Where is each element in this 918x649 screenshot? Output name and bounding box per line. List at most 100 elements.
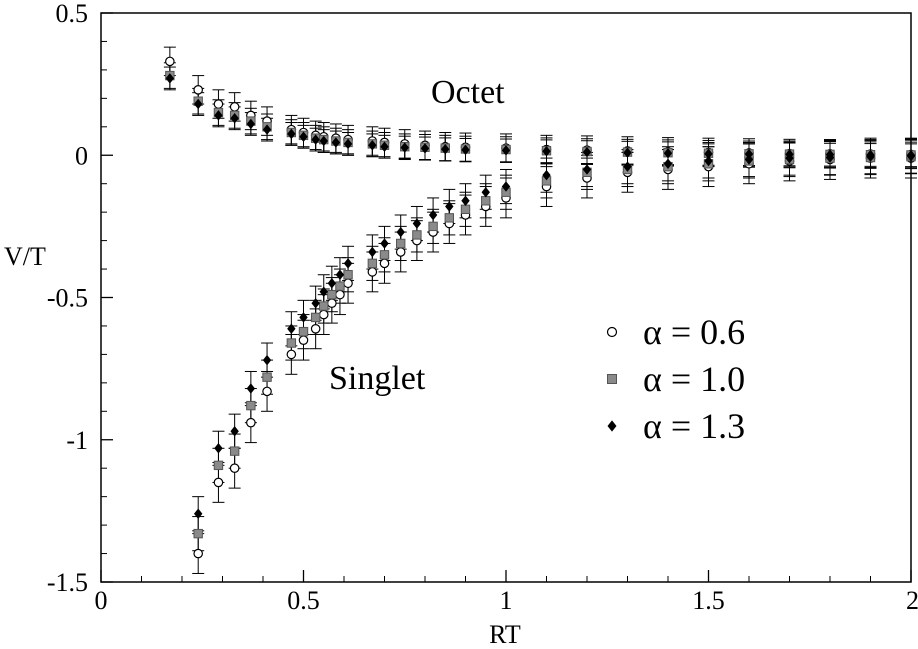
data-point-square (335, 281, 345, 291)
data-point-diamond (420, 143, 430, 154)
data-point-diamond (331, 137, 341, 148)
data-point-diamond (663, 148, 673, 159)
data-point-diamond (785, 149, 794, 160)
x-tick-label: 0 (95, 586, 108, 615)
y-tick-label: -1.5 (47, 568, 88, 597)
data-point-diamond (214, 110, 223, 121)
data-point-circle (246, 417, 256, 428)
legend-label: α = 1.3 (643, 406, 745, 446)
data-point-circle (286, 349, 297, 360)
tick-labels-layer: 0 0.5 1 1.5 2 0.5 0 -0.5 -1 -1.5 (47, 0, 918, 615)
data-point-circle (229, 102, 240, 112)
data-point-circle (379, 258, 390, 269)
data-point-diamond (866, 149, 875, 161)
data-point-square (412, 230, 422, 240)
data-point-diamond (246, 383, 256, 394)
data-point-diamond (311, 297, 320, 309)
data-point-diamond (704, 155, 713, 167)
data-point-diamond (287, 128, 296, 140)
data-point-diamond (501, 181, 511, 192)
data-point-diamond (380, 141, 389, 152)
data-point-square (343, 270, 353, 280)
data-point-diamond (262, 354, 272, 366)
data-point-circle (335, 289, 345, 300)
data-point-diamond (825, 149, 835, 160)
data-point-circle (213, 99, 224, 109)
data-point-diamond (542, 169, 551, 181)
data-point-square (607, 374, 617, 384)
data-point-diamond (343, 258, 353, 269)
data-point-diamond (461, 195, 470, 207)
data-point-circle (262, 386, 272, 397)
x-tick-label: 1.5 (692, 586, 725, 615)
y-tick-label: -0.5 (47, 284, 88, 313)
data-point-square (481, 196, 491, 206)
data-point-diamond (194, 98, 203, 110)
x-axis-title: RT (489, 620, 521, 649)
data-point-circle (193, 85, 203, 95)
data-point-diamond (319, 286, 328, 298)
data-point-diamond (412, 218, 422, 229)
data-point-square (286, 338, 297, 348)
data-point-diamond (396, 226, 405, 238)
data-point-square (367, 258, 378, 269)
y-tick-label: 0.5 (56, 0, 89, 28)
data-point-diamond (623, 161, 632, 172)
error-bars-layer (163, 46, 917, 574)
data-point-square (428, 221, 438, 232)
data-point-diamond (607, 420, 617, 432)
legend-label: α = 1.0 (643, 359, 745, 399)
data-point-square (262, 372, 272, 382)
data-point-square (379, 250, 390, 260)
data-point-diamond (380, 238, 389, 249)
legend-marker-open-circle (606, 326, 618, 338)
data-point-square (246, 400, 256, 411)
data-point-diamond (246, 118, 256, 130)
data-point-square (193, 528, 203, 539)
legend: α = 0.6 α = 1.0 α = 1.3 (606, 312, 745, 446)
data-point-circle (310, 323, 321, 334)
legend-entry-alpha-1-0: α = 1.0 (607, 359, 745, 399)
data-point-diamond (299, 131, 308, 143)
data-point-square (444, 213, 455, 223)
x-tick-label: 2 (906, 586, 918, 615)
data-point-diamond (335, 269, 345, 280)
data-point-diamond (542, 146, 551, 157)
data-point-diamond (400, 142, 409, 153)
data-point-square (229, 446, 240, 456)
data-point-diamond (744, 148, 754, 160)
data-point-diamond (461, 144, 470, 156)
data-points-layer (165, 56, 916, 559)
data-point-diamond (262, 124, 272, 135)
data-point-square (396, 238, 406, 249)
data-point-diamond (441, 144, 450, 155)
legend-entry-alpha-0-6: α = 0.6 (606, 312, 745, 352)
ticks-layer (100, 12, 912, 583)
data-point-diamond (230, 425, 239, 437)
data-point-diamond (704, 148, 713, 160)
data-point-diamond (165, 73, 175, 84)
data-point-square (327, 289, 337, 300)
data-point-circle (298, 335, 309, 345)
annotation-singlet: Singlet (329, 360, 426, 397)
data-point-diamond (501, 145, 511, 156)
y-tick-label: 0 (75, 141, 88, 170)
data-point-diamond (582, 146, 592, 158)
data-point-diamond (623, 147, 632, 158)
data-point-circle (193, 548, 203, 559)
data-point-diamond (663, 158, 673, 170)
data-point-circle (343, 278, 353, 289)
plot-frame (100, 12, 912, 583)
data-point-circle (395, 247, 406, 257)
data-point-diamond (343, 138, 353, 150)
y-tick-label: -1 (66, 426, 88, 455)
legend-entry-alpha-1-3: α = 1.3 (607, 406, 745, 446)
annotation-octet: Octet (431, 74, 505, 111)
data-point-diamond (582, 164, 592, 175)
data-point-circle (606, 326, 618, 338)
x-tick-label: 1 (500, 586, 513, 615)
data-point-diamond (299, 312, 308, 323)
data-point-diamond (287, 323, 296, 335)
data-point-diamond (744, 154, 754, 165)
data-point-circle (229, 463, 240, 473)
